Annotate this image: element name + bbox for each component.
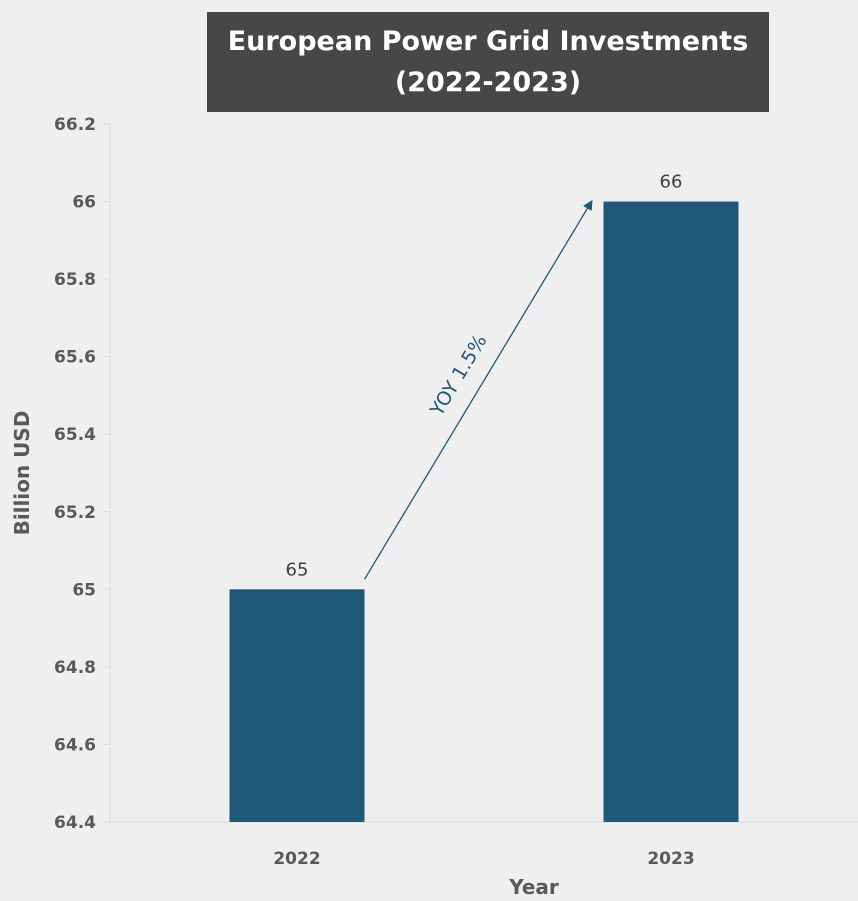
y-tick-label: 65.4: [54, 425, 96, 445]
x-axis-title: Year: [508, 875, 559, 899]
chart-title: European Power Grid Investments (2022-20…: [227, 26, 749, 98]
bar-2022: [229, 589, 365, 822]
y-tick-label: 66: [72, 193, 96, 213]
y-tick-label: 65.8: [54, 270, 96, 290]
y-tick-label: 65: [72, 580, 96, 600]
y-axis-title: Billion USD: [10, 411, 34, 536]
x-axis-ticks: 2022 2023: [273, 849, 694, 869]
y-tick-label: 64.4: [54, 813, 96, 833]
data-label-2022: 65: [286, 559, 309, 580]
y-axis-ticks: 64.4 64.6 64.8 65 65.2 65.4 65.6 65.8 66 66.2: [54, 115, 110, 833]
x-tick-label-2023: 2023: [647, 849, 694, 869]
bars-group: 65 66: [229, 172, 739, 823]
chart-title-box: European Power Grid Investments (2022-20…: [207, 12, 769, 112]
y-tick-label: 64.8: [54, 658, 96, 678]
y-tick-label: 65.2: [54, 503, 96, 523]
bar-2023: [603, 201, 739, 823]
yoy-annotation-label: YOY 1.5%: [426, 331, 492, 421]
yoy-arrow: [363, 199, 593, 580]
x-tick-label-2022: 2022: [273, 849, 320, 869]
y-tick-label: 64.6: [54, 735, 96, 755]
y-tick-label: 66.2: [54, 115, 96, 135]
y-tick-label: 65.6: [54, 348, 96, 368]
data-label-2023: 66: [660, 172, 683, 193]
yoy-annotation-group: YOY 1.5%: [363, 199, 593, 580]
